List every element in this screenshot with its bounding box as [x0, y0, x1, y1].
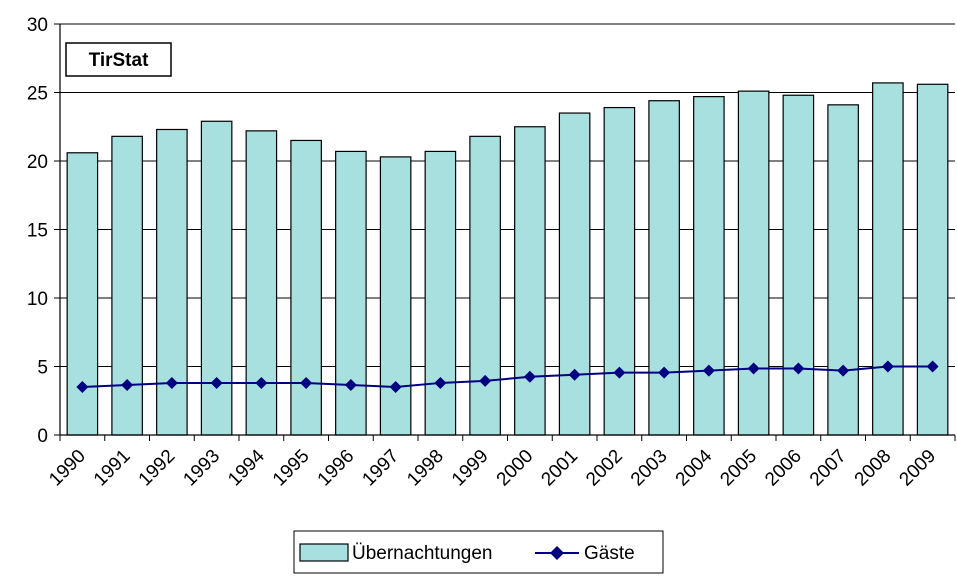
legend-swatch-bar — [299, 543, 349, 562]
x-tick-label: 1996 — [314, 446, 359, 491]
point-2000 — [523, 370, 536, 383]
x-tick-label: 2003 — [627, 446, 672, 491]
x-tick-label: 2008 — [851, 446, 896, 491]
bar-2008 — [872, 82, 904, 436]
bar-2003 — [648, 100, 680, 436]
point-2004 — [702, 364, 715, 377]
x-tick-label: 1993 — [179, 446, 224, 491]
y-tick-labels: 0 5 10 15 20 25 30 — [27, 15, 48, 447]
bar-2004 — [693, 96, 725, 436]
x-tick-label: 1997 — [358, 446, 403, 491]
point-1997 — [389, 381, 402, 394]
x-tick-label: 1994 — [224, 445, 269, 490]
x-tick-label: 1998 — [403, 446, 448, 491]
point-2003 — [658, 366, 671, 379]
bar-1995 — [290, 139, 322, 436]
x-tick-label: 2004 — [672, 445, 717, 490]
point-2006 — [792, 362, 805, 375]
bar-1992 — [156, 128, 188, 436]
x-tick-label: 2002 — [582, 446, 627, 491]
y-tick-label: 25 — [27, 84, 48, 105]
x-tick-label: 2001 — [537, 446, 582, 491]
gridlines — [60, 23, 955, 367]
bar-1994 — [245, 130, 278, 436]
point-1995 — [300, 376, 313, 389]
point-1993 — [210, 376, 223, 389]
y-tick-label: 30 — [27, 15, 48, 36]
bar-2006 — [782, 94, 815, 436]
point-2001 — [568, 368, 581, 381]
point-2002 — [613, 366, 626, 379]
x-tick-label: 1991 — [90, 446, 135, 491]
bar-1999 — [469, 135, 501, 436]
bar-2002 — [603, 106, 636, 436]
point-2007 — [837, 364, 850, 377]
legend-label-bars: Übernachtungen — [352, 543, 493, 564]
y-tick-label: 10 — [27, 289, 48, 310]
bar-2005 — [737, 90, 770, 436]
point-1999 — [479, 374, 492, 387]
x-tick-label: 2006 — [761, 446, 806, 491]
annotation-label: TirStat — [89, 50, 150, 71]
x-tick-label: 2005 — [716, 446, 761, 491]
bar-2007 — [827, 104, 859, 436]
y-tick-label: 20 — [27, 152, 48, 173]
bar-2009 — [916, 83, 949, 436]
point-1990 — [76, 381, 89, 394]
x-tick-labels: 1990 1991 1992 1993 1994 1995 1996 1997 1998 1999… — [45, 445, 940, 490]
x-tick-label: 2007 — [806, 446, 851, 491]
x-tick-label: 2009 — [895, 446, 940, 491]
legend-label-line: Gäste — [584, 543, 635, 564]
bar-2000 — [514, 126, 546, 436]
x-tick-label: 1995 — [269, 446, 314, 491]
line-gaeste — [82, 365, 933, 389]
point-1994 — [255, 376, 268, 389]
annotation-box: TirStat — [65, 42, 172, 77]
legend: Übernachtungen Gäste — [293, 530, 664, 574]
line-series — [76, 360, 939, 394]
point-2009 — [926, 360, 939, 373]
bar-1996 — [335, 150, 367, 436]
point-2005 — [747, 362, 760, 375]
point-2008 — [881, 360, 894, 373]
legend-marker-icon — [550, 546, 564, 560]
bar-1997 — [379, 156, 412, 436]
y-tick-label: 15 — [27, 221, 48, 242]
point-1996 — [344, 378, 357, 391]
point-1991 — [121, 378, 134, 391]
bar-1998 — [424, 150, 457, 436]
point-1992 — [165, 376, 178, 389]
bar-2001 — [558, 112, 591, 436]
y-tick-label: 0 — [37, 426, 48, 447]
x-tick-label: 1992 — [135, 446, 180, 491]
x-tick-label: 1999 — [448, 446, 493, 491]
axes — [54, 23, 956, 441]
y-tick-label: 5 — [37, 358, 48, 379]
x-tick-label: 2000 — [493, 446, 538, 491]
x-tick-label: 1990 — [45, 446, 90, 491]
point-1998 — [434, 376, 447, 389]
